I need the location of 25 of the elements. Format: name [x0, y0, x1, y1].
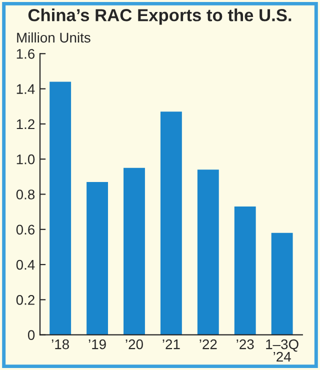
bar: [197, 170, 219, 335]
x-tick-label: 1–3Q ’24: [266, 339, 298, 362]
y-tick-label: 0: [28, 330, 35, 340]
x-tick-label: ’19: [88, 339, 106, 350]
y-tick-label: 0.8: [16, 190, 35, 200]
bar: [50, 82, 72, 335]
y-axis-title: Million Units: [17, 32, 90, 43]
bar: [160, 112, 182, 335]
chart-title: China’s RAC Exports to the U.S.: [28, 8, 292, 25]
bar: [124, 168, 145, 335]
bar: [234, 206, 256, 335]
y-tick-label: 1.4: [16, 84, 35, 94]
y-tick-label: 0.6: [16, 224, 35, 235]
bar: [271, 232, 293, 335]
y-tick-label: 0.4: [16, 260, 35, 270]
x-tick-label: ’18: [52, 339, 69, 350]
y-tick-label: 1.2: [16, 119, 34, 129]
x-tick-label: ’23: [236, 339, 254, 350]
y-tick-label: 0.2: [16, 295, 34, 305]
bar: [86, 182, 108, 335]
x-tick-label: ’21: [162, 339, 180, 350]
x-tick-label: ’22: [200, 339, 217, 350]
x-tick-label: ’20: [126, 339, 143, 350]
y-tick-label: 1.0: [16, 154, 35, 164]
y-tick-label: 1.6: [16, 48, 35, 59]
